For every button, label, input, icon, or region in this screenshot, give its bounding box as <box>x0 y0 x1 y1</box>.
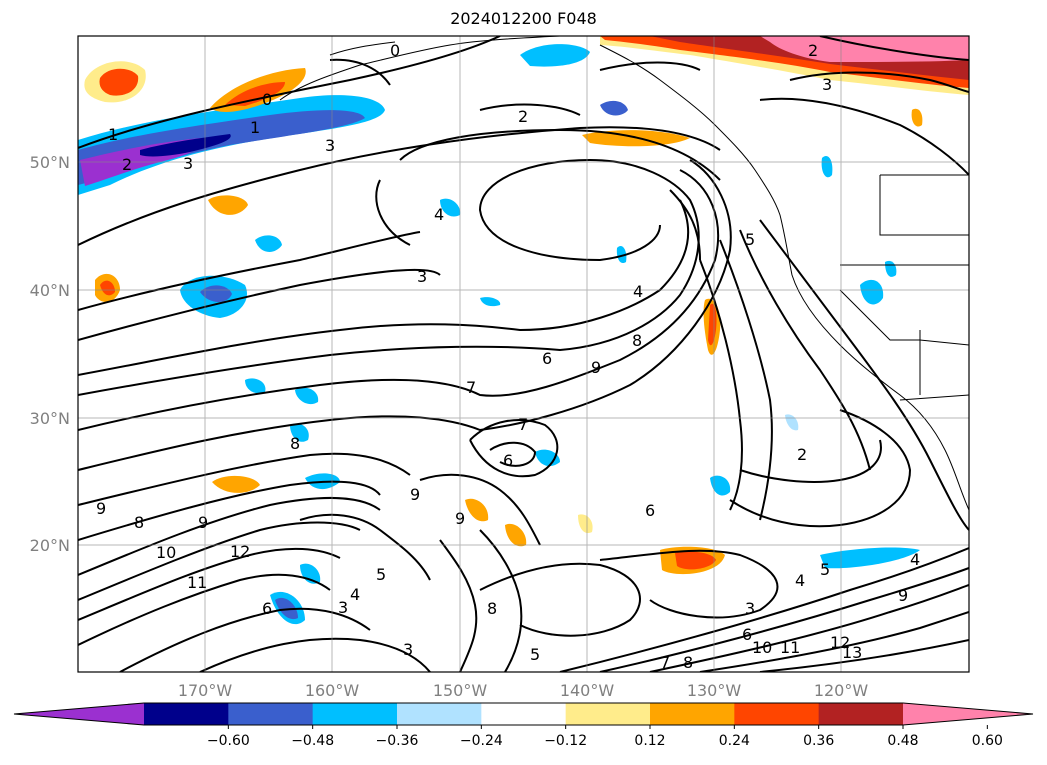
contour-label: 9 <box>591 358 601 377</box>
contour-label: 3 <box>822 75 832 94</box>
contour-label: 7 <box>466 378 476 397</box>
contour-label: 6 <box>542 349 552 368</box>
colorbar-tick-label: −0.48 <box>291 733 334 749</box>
colorbar-tick-label: −0.24 <box>460 733 503 749</box>
shaded-field <box>78 36 969 625</box>
contour-label: 4 <box>910 550 920 569</box>
contour-label: 4 <box>350 585 360 604</box>
colorbar-tick-label: 0.24 <box>719 733 750 749</box>
colorbar-segment <box>650 703 735 725</box>
contour-lines <box>78 36 969 672</box>
map-title: 2024012200 F048 <box>450 9 597 28</box>
contour-label: 4 <box>434 205 444 224</box>
colorbar: −0.60 −0.48 −0.36 −0.24 −0.12 0.12 0.24 0.36 0.4… <box>13 702 1034 749</box>
colorbar-extend-high <box>903 703 1033 725</box>
contour-label: 9 <box>898 586 908 605</box>
contour-label: 6 <box>262 599 272 618</box>
contour-label: 7 <box>518 415 528 434</box>
contour-label: 3 <box>325 136 335 155</box>
contour-label: 8 <box>487 599 497 618</box>
contour-label: 1 <box>108 125 118 144</box>
contour-label: 8 <box>134 513 144 532</box>
contour-label: 5 <box>745 230 755 249</box>
contour-label: 9 <box>410 485 420 504</box>
contour-label: 9 <box>96 499 106 518</box>
contour-label: 6 <box>503 451 513 470</box>
latitude-labels: 50°N 40°N 30°N 20°N <box>30 153 70 555</box>
contour-label: 0 <box>262 90 272 109</box>
contour-label: 10 <box>156 543 176 562</box>
colorbar-tick-label: −0.60 <box>207 733 250 749</box>
longitude-labels: 170°W 160°W 150°W 140°W 130°W 120°W <box>178 681 869 700</box>
lon-label: 160°W <box>305 681 360 700</box>
colorbar-tick-label: 0.36 <box>803 733 834 749</box>
colorbar-segment <box>397 703 482 725</box>
contour-label: 9 <box>198 513 208 532</box>
lon-label: 120°W <box>814 681 869 700</box>
contour-label: 4 <box>795 571 805 590</box>
coastlines <box>279 36 969 511</box>
lat-label: 30°N <box>30 409 70 428</box>
contour-label: 5 <box>820 560 830 579</box>
contour-label: 11 <box>187 573 207 592</box>
contour-labels: 0 0 1 1 2 2 2 2 3 3 3 3 3 3 3 4 4 4 4 4 … <box>96 41 920 672</box>
contour-label: 2 <box>797 445 807 464</box>
contour-label: 12 <box>230 542 250 561</box>
contour-label: 4 <box>633 282 643 301</box>
lat-label: 20°N <box>30 536 70 555</box>
contour-label: 2 <box>518 107 528 126</box>
contour-label: 8 <box>632 331 642 350</box>
lon-label: 170°W <box>178 681 233 700</box>
contour-label: 7 <box>660 653 670 672</box>
lon-label: 140°W <box>560 681 615 700</box>
colorbar-segment <box>228 703 314 725</box>
colorbar-segment <box>481 703 567 725</box>
colorbar-segment <box>144 703 229 725</box>
lat-label: 40°N <box>30 281 70 300</box>
colorbar-segment <box>312 703 398 725</box>
colorbar-tick-label: 0.60 <box>972 733 1003 749</box>
contour-label: 2 <box>122 155 132 174</box>
contour-label: 5 <box>376 565 386 584</box>
colorbar-tick-label: 0.12 <box>634 733 665 749</box>
lon-label: 130°W <box>687 681 742 700</box>
contour-label: 12 <box>830 633 850 652</box>
contour-label: 3 <box>338 598 348 617</box>
contour-label: 6 <box>645 501 655 520</box>
lat-label: 50°N <box>30 153 70 172</box>
colorbar-segment <box>818 703 904 725</box>
contour-label: 13 <box>842 643 862 662</box>
contour-label: 11 <box>780 638 800 657</box>
lon-label: 150°W <box>433 681 488 700</box>
contour-label: 9 <box>455 509 465 528</box>
contour-label: 3 <box>403 640 413 659</box>
contour-label: 8 <box>290 434 300 453</box>
contour-label: 3 <box>417 267 427 286</box>
contour-label: 6 <box>742 625 752 644</box>
contour-label: 1 <box>250 118 260 137</box>
contour-label: 3 <box>745 599 755 618</box>
gridlines <box>78 36 969 672</box>
colorbar-outline <box>13 702 1034 726</box>
colorbar-segment <box>734 703 820 725</box>
colorbar-extend-low <box>14 703 144 725</box>
plot-frame <box>77 35 970 673</box>
colorbar-tick-label: 0.48 <box>887 733 918 749</box>
contour-label: 10 <box>752 638 772 657</box>
contour-label: 8 <box>683 653 693 672</box>
contour-label: 0 <box>390 41 400 60</box>
contour-label: 3 <box>183 154 193 173</box>
contour-label: 2 <box>808 41 818 60</box>
colorbar-segment <box>565 703 651 725</box>
colorbar-tick-label: −0.12 <box>544 733 587 749</box>
contour-label: 5 <box>530 645 540 664</box>
colorbar-tick-label: −0.36 <box>376 733 419 749</box>
